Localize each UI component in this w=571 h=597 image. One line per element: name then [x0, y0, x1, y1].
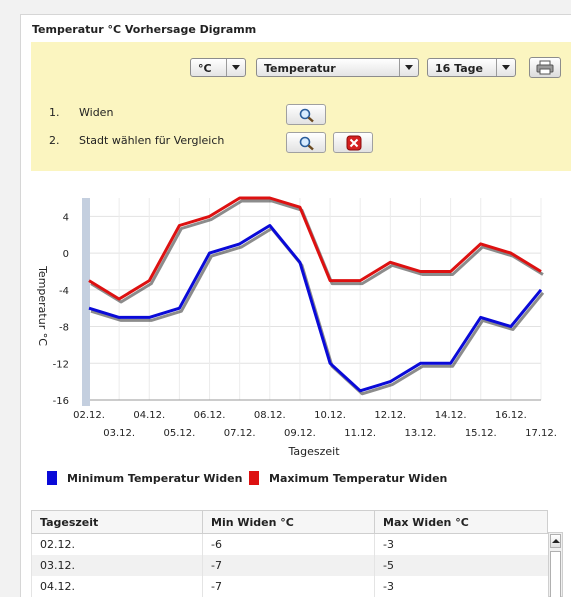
- table-row: 02.12. -6 -3: [31, 533, 548, 555]
- printer-icon: [536, 60, 554, 75]
- x-tick-label: 04.12.: [133, 410, 165, 421]
- legend-swatch-max: [249, 471, 259, 485]
- x-tick-label: 09.12.: [284, 428, 316, 439]
- x-tick-label: 06.12.: [194, 410, 226, 421]
- step-number: 2.: [49, 134, 60, 147]
- column-header[interactable]: Tageszeit: [31, 510, 203, 534]
- x-tick-label: 17.12.: [525, 428, 557, 439]
- scroll-up-icon[interactable]: [550, 534, 561, 548]
- step-label: Widen: [79, 106, 114, 119]
- y-tick-label: -8: [59, 323, 69, 334]
- legend-label-min: Minimum Temperatur Widen: [67, 472, 243, 485]
- days-select[interactable]: 16 Tage: [427, 58, 516, 77]
- chevron-down-icon: [399, 59, 418, 76]
- column-header[interactable]: Min Widen °C: [202, 510, 375, 534]
- y-tick-label: -4: [59, 286, 69, 297]
- table-cell: 02.12.: [31, 533, 203, 555]
- unit-select[interactable]: °C: [190, 58, 246, 77]
- legend-swatch-min: [47, 471, 57, 485]
- search-compare-city-button[interactable]: [286, 132, 326, 153]
- table-scrollbar[interactable]: [548, 532, 563, 597]
- x-tick-label: 10.12.: [314, 410, 346, 421]
- chevron-down-icon: [496, 59, 515, 76]
- panel-title: Temperatur °C Vorhersage Digramm: [32, 23, 257, 36]
- days-select-value: 16 Tage: [435, 62, 483, 75]
- parameter-select[interactable]: Temperatur: [256, 58, 419, 77]
- x-tick-label: 13.12.: [405, 428, 437, 439]
- step-label: Stadt wählen für Vergleich: [79, 134, 225, 147]
- parameter-select-value: Temperatur: [264, 62, 336, 75]
- table-cell: -6: [202, 533, 375, 555]
- axis-band: [82, 198, 90, 406]
- max-temperature-line: [88, 196, 542, 301]
- table-row: 04.12. -7 -3: [31, 576, 548, 597]
- forecast-table: Tageszeit Min Widen °C Max Widen °C 02.1…: [31, 510, 548, 597]
- x-tick-label: 07.12.: [224, 428, 256, 439]
- unit-select-value: °C: [198, 62, 212, 75]
- temperature-chart: 4 0 -4 -8 -12 -16 02.12. 03.12. 04.12. 05.12. 06.…: [36, 196, 557, 458]
- x-tick-label: 02.12.: [73, 410, 105, 421]
- red-x-icon: [346, 135, 362, 151]
- scroll-thumb[interactable]: [550, 551, 561, 597]
- x-tick-label: 15.12.: [465, 428, 497, 439]
- y-tick-label: 0: [63, 249, 69, 260]
- x-tick-label: 03.12.: [103, 428, 135, 439]
- y-tick-label: -12: [53, 359, 69, 370]
- magnifier-icon: [299, 136, 314, 151]
- remove-compare-city-button[interactable]: [333, 132, 373, 153]
- x-tick-label: 12.12.: [374, 410, 406, 421]
- table-row: 03.12. -7 -5: [31, 555, 548, 576]
- table-cell: 04.12.: [31, 576, 203, 597]
- y-tick-label: -16: [53, 396, 69, 407]
- x-tick-label: 11.12.: [344, 428, 376, 439]
- legend-label-max: Maximum Temperatur Widen: [269, 472, 448, 485]
- table-cell: -5: [374, 555, 548, 576]
- x-tick-label: 05.12.: [163, 428, 195, 439]
- search-location-button[interactable]: [286, 104, 326, 125]
- y-tick-label: 4: [63, 212, 69, 223]
- chevron-down-icon: [226, 59, 245, 76]
- table-cell: -7: [202, 555, 375, 576]
- x-tick-label: 08.12.: [254, 410, 286, 421]
- x-axis-label: Tageszeit: [287, 445, 340, 458]
- table-header-row: Tageszeit Min Widen °C Max Widen °C: [31, 510, 548, 534]
- print-button[interactable]: [529, 57, 561, 78]
- y-axis-label: Temperatur °C: [36, 265, 49, 346]
- min-temperature-line: [88, 224, 543, 393]
- table-cell: -3: [374, 576, 548, 597]
- magnifier-icon: [299, 108, 314, 123]
- x-tick-label: 16.12.: [495, 410, 527, 421]
- controls-area: °C Temperatur 16 Tage 1. Widen: [31, 42, 571, 171]
- table-cell: -7: [202, 576, 375, 597]
- table-cell: 03.12.: [31, 555, 203, 576]
- forecast-panel: Temperatur °C Vorhersage Digramm °C Temp…: [20, 14, 571, 597]
- x-tick-label: 14.12.: [435, 410, 467, 421]
- column-header[interactable]: Max Widen °C: [374, 510, 548, 534]
- step-number: 1.: [49, 106, 60, 119]
- table-cell: -3: [374, 533, 548, 555]
